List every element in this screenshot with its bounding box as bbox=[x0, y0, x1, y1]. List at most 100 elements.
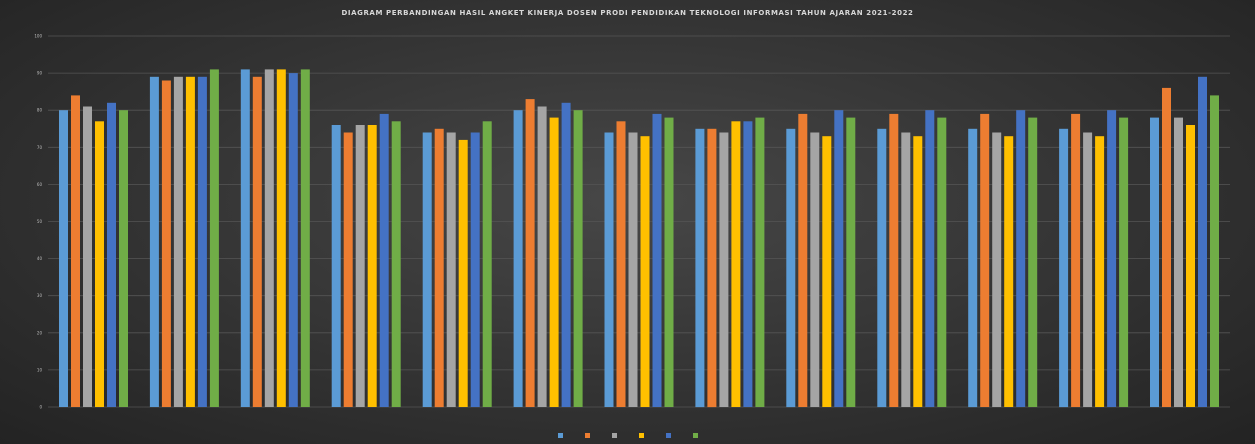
bar bbox=[1150, 117, 1159, 407]
bar bbox=[1119, 117, 1129, 407]
legend-swatch bbox=[557, 433, 563, 438]
bar bbox=[276, 69, 286, 408]
bar bbox=[161, 80, 171, 407]
legend-swatch bbox=[692, 433, 698, 438]
bar bbox=[549, 117, 559, 407]
bar bbox=[561, 102, 571, 408]
bar bbox=[343, 132, 353, 407]
bar bbox=[1004, 136, 1014, 407]
bar bbox=[980, 113, 990, 408]
bar bbox=[59, 110, 68, 407]
bar bbox=[877, 128, 887, 408]
chart-title: DIAGRAM PERBANDINGAN HASIL ANGKET KINERJ… bbox=[341, 9, 914, 17]
bar bbox=[822, 136, 832, 407]
bar bbox=[652, 113, 662, 408]
legend-entry bbox=[692, 433, 698, 438]
bar bbox=[197, 76, 207, 408]
y-tick-label: 100 bbox=[34, 34, 42, 39]
bar bbox=[513, 110, 523, 407]
bars bbox=[59, 69, 1219, 408]
bar bbox=[604, 132, 614, 407]
bar bbox=[616, 121, 626, 408]
legend-swatch bbox=[584, 433, 590, 438]
bar bbox=[834, 110, 844, 407]
bar bbox=[185, 76, 195, 408]
y-tick-label: 70 bbox=[37, 145, 43, 150]
bar bbox=[252, 76, 262, 408]
bar bbox=[119, 110, 128, 407]
bar bbox=[1198, 76, 1207, 408]
bar bbox=[1162, 87, 1171, 408]
bar bbox=[331, 125, 341, 407]
bar bbox=[731, 121, 741, 408]
bar bbox=[83, 106, 92, 407]
bar bbox=[1083, 132, 1093, 407]
bar bbox=[1107, 110, 1117, 407]
bar bbox=[695, 128, 705, 408]
y-tick-label: 80 bbox=[37, 108, 43, 113]
bar bbox=[719, 132, 729, 407]
bar bbox=[288, 73, 298, 407]
bar bbox=[71, 95, 80, 408]
y-tick-label: 50 bbox=[37, 219, 43, 224]
bar bbox=[810, 132, 820, 407]
bar bbox=[1095, 136, 1105, 407]
bar bbox=[1210, 95, 1219, 408]
legend-swatch bbox=[638, 433, 644, 438]
bar bbox=[992, 132, 1002, 407]
legend-entry bbox=[611, 433, 617, 438]
bar bbox=[525, 99, 535, 407]
bar bbox=[1174, 117, 1183, 407]
legend-entry bbox=[638, 433, 644, 438]
bar bbox=[300, 69, 310, 408]
bar bbox=[367, 125, 377, 407]
bar bbox=[240, 69, 250, 408]
bar bbox=[925, 110, 935, 407]
y-tick-label: 20 bbox=[37, 330, 43, 335]
bar bbox=[173, 76, 183, 408]
bar bbox=[458, 139, 468, 407]
y-tick-label: 30 bbox=[37, 293, 43, 298]
bar bbox=[482, 121, 492, 408]
bar bbox=[628, 132, 638, 407]
legend-entry bbox=[557, 433, 563, 438]
axis-ticks: 0 10 20 30 40 50 60 70 80 90 100 bbox=[34, 34, 42, 410]
legend-entry bbox=[584, 433, 590, 438]
bar bbox=[446, 132, 456, 407]
legend-swatch bbox=[665, 433, 671, 438]
bar bbox=[1071, 113, 1081, 408]
bar bbox=[913, 136, 923, 407]
bar bbox=[355, 125, 365, 407]
y-tick-label: 10 bbox=[37, 367, 43, 372]
bar bbox=[786, 128, 796, 408]
bar bbox=[537, 106, 547, 407]
y-tick-label: 60 bbox=[37, 182, 43, 187]
bar bbox=[1186, 125, 1195, 407]
bar bbox=[1059, 128, 1069, 408]
bar bbox=[264, 69, 274, 408]
bar bbox=[391, 121, 401, 408]
bar bbox=[889, 113, 899, 408]
bar bbox=[107, 102, 116, 408]
legend-swatch bbox=[611, 433, 617, 438]
bar bbox=[1028, 117, 1038, 407]
bar bbox=[743, 121, 753, 408]
bar bbox=[798, 113, 808, 408]
bar bbox=[209, 69, 219, 408]
bar bbox=[901, 132, 911, 407]
y-tick-label: 90 bbox=[37, 71, 43, 76]
bar bbox=[640, 136, 650, 407]
bar bbox=[937, 117, 947, 407]
bar bbox=[664, 117, 674, 407]
y-tick-label: 0 bbox=[39, 405, 42, 410]
bar bbox=[149, 76, 159, 408]
legend bbox=[0, 433, 1255, 438]
bar bbox=[707, 128, 717, 408]
bar bbox=[422, 132, 432, 407]
bar bbox=[379, 113, 389, 408]
y-tick-label: 40 bbox=[37, 256, 43, 261]
bar bbox=[434, 128, 444, 408]
bar bbox=[846, 117, 856, 407]
